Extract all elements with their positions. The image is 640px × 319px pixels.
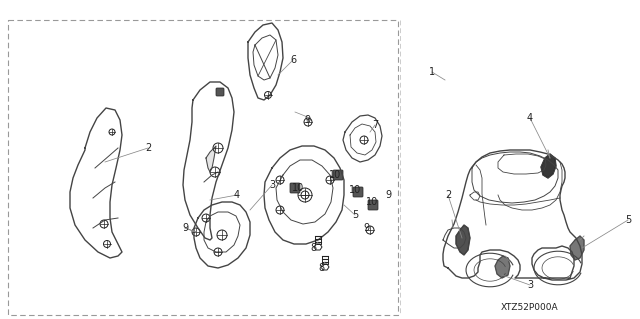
- Text: 9: 9: [363, 223, 369, 233]
- Polygon shape: [456, 225, 470, 255]
- FancyBboxPatch shape: [368, 200, 378, 210]
- Text: 1: 1: [429, 67, 435, 77]
- Polygon shape: [570, 236, 584, 260]
- Text: 2: 2: [145, 143, 151, 153]
- Text: 9: 9: [304, 115, 310, 125]
- Polygon shape: [206, 146, 216, 172]
- Text: 3: 3: [527, 280, 533, 290]
- FancyBboxPatch shape: [290, 183, 300, 193]
- Polygon shape: [541, 154, 556, 178]
- Text: 5: 5: [352, 210, 358, 220]
- Text: 3: 3: [269, 180, 275, 190]
- Polygon shape: [495, 256, 510, 278]
- FancyBboxPatch shape: [333, 170, 343, 180]
- Text: 6: 6: [290, 55, 296, 65]
- Text: 5: 5: [625, 215, 631, 225]
- Text: 7: 7: [372, 120, 378, 130]
- Text: 9: 9: [182, 223, 188, 233]
- Text: 10: 10: [366, 197, 378, 207]
- Text: 8: 8: [318, 263, 324, 273]
- Text: 10: 10: [292, 183, 304, 193]
- Text: 4: 4: [527, 113, 533, 123]
- Text: 2: 2: [445, 190, 451, 200]
- Bar: [8, 20, 398, 315]
- Text: 10: 10: [329, 170, 341, 180]
- Text: 10: 10: [349, 185, 361, 195]
- Text: 8: 8: [310, 243, 316, 253]
- FancyBboxPatch shape: [216, 88, 224, 96]
- Text: XTZ52P000A: XTZ52P000A: [501, 303, 559, 313]
- Text: 4: 4: [234, 190, 240, 200]
- Text: 9: 9: [385, 190, 391, 200]
- FancyBboxPatch shape: [353, 187, 363, 197]
